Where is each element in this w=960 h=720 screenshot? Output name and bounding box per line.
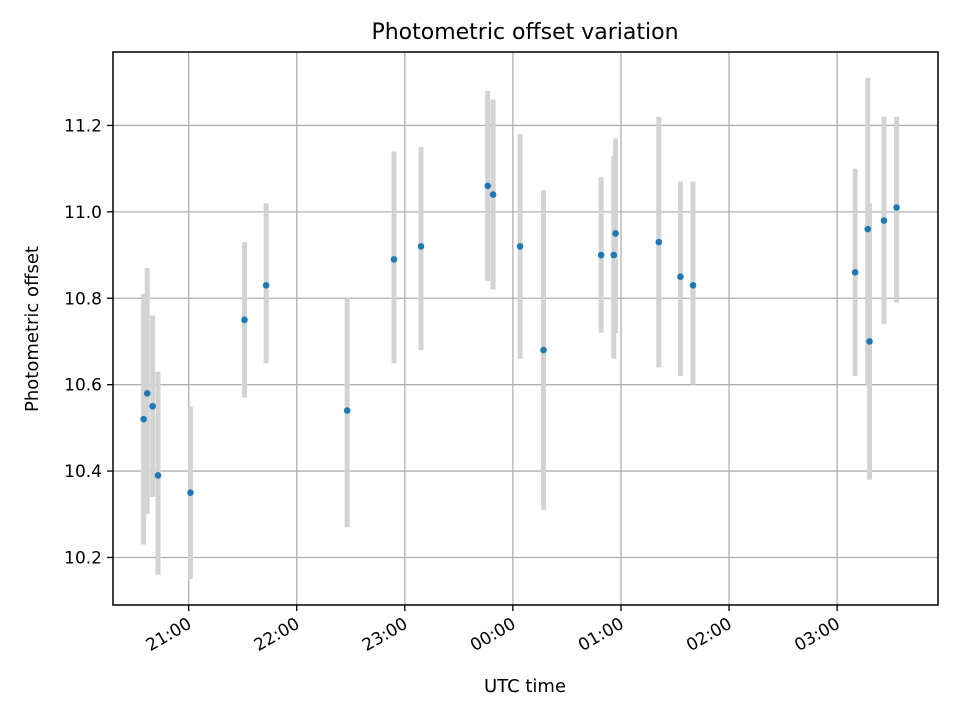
data-point: [866, 338, 873, 345]
data-point: [149, 402, 156, 410]
data-point: [655, 238, 663, 246]
data-point: [893, 204, 900, 211]
data-point: [864, 225, 872, 233]
data-point: [880, 217, 888, 224]
data-point: [610, 251, 618, 259]
data-point: [140, 415, 147, 423]
plot-frame: [112, 51, 939, 606]
data-point: [187, 489, 194, 496]
data-point: [612, 230, 619, 237]
x-axis-label: UTC time: [484, 676, 566, 697]
data-point: [489, 191, 497, 198]
y-tick-label: 10.2: [64, 548, 102, 568]
data-point: [597, 251, 605, 259]
data-point: [484, 182, 491, 190]
y-axis-label: Photometric offset: [22, 246, 43, 412]
data-point: [262, 281, 270, 289]
data-point: [390, 256, 398, 263]
y-tick-label: 11.0: [64, 203, 102, 223]
data-point: [851, 269, 859, 276]
data-point: [516, 243, 524, 250]
data-point: [677, 273, 684, 280]
y-tick-label: 10.8: [64, 289, 102, 309]
data-point: [689, 281, 697, 289]
data-point: [241, 316, 248, 324]
y-tick-label: 10.4: [64, 462, 102, 482]
data-point: [540, 346, 547, 354]
y-tick-label: 10.6: [64, 376, 102, 396]
data-point: [154, 472, 162, 479]
y-tick-label: 11.2: [64, 116, 102, 136]
data-points: [140, 182, 900, 496]
data-point: [143, 390, 151, 397]
grid: [113, 52, 938, 605]
chart-title: Photometric offset variation: [371, 20, 678, 45]
data-point: [417, 243, 425, 250]
data-point: [343, 407, 351, 414]
